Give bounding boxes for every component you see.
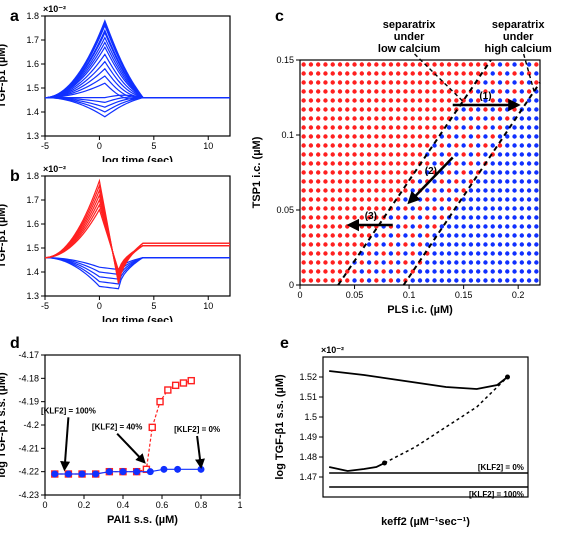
svg-text:×10⁻²: ×10⁻²	[321, 345, 344, 355]
plot-c: 00.050.10.150.200.050.10.15PLS i.c. (µM)…	[245, 8, 555, 323]
svg-text:-4.22: -4.22	[18, 467, 39, 477]
svg-text:0.1: 0.1	[403, 290, 416, 300]
svg-text:0.1: 0.1	[281, 130, 294, 140]
svg-text:0: 0	[297, 290, 302, 300]
plot-d: 0 0.2 0.4 0.6 0.8 1 -4.23 -4.22 -4.21 -4.2 -4.19 -4…	[0, 345, 255, 527]
svg-text:log time (sec): log time (sec)	[102, 315, 173, 322]
svg-text:TSP1 i.c. (µM): TSP1 i.c. (µM)	[251, 136, 263, 208]
svg-text:under: under	[503, 31, 534, 43]
svg-text:1.8: 1.8	[26, 171, 39, 181]
svg-text:0: 0	[97, 141, 102, 151]
svg-text:0.15: 0.15	[455, 290, 473, 300]
svg-text:10: 10	[203, 141, 213, 151]
svg-text:0.6: 0.6	[156, 500, 169, 510]
svg-text:log TGF-β1 s.s. (µM): log TGF-β1 s.s. (µM)	[0, 372, 8, 478]
svg-text:0.2: 0.2	[512, 290, 525, 300]
svg-text:1.7: 1.7	[26, 35, 39, 45]
svg-text:1.5: 1.5	[304, 412, 317, 422]
svg-text:0.05: 0.05	[346, 290, 364, 300]
svg-text:1.5: 1.5	[26, 83, 39, 93]
svg-text:-4.19: -4.19	[18, 397, 39, 407]
svg-text:0.05: 0.05	[276, 205, 294, 215]
svg-text:log TGF-β1 s.s. (µM): log TGF-β1 s.s. (µM)	[274, 374, 286, 480]
svg-text:[KLF2] = 0%: [KLF2] = 0%	[478, 463, 524, 472]
svg-text:-5: -5	[41, 301, 49, 311]
svg-text:0: 0	[97, 301, 102, 311]
svg-text:0: 0	[42, 500, 47, 510]
svg-text:5: 5	[151, 301, 156, 311]
svg-text:under: under	[394, 31, 425, 43]
svg-text:PAI1 s.s. (µM): PAI1 s.s. (µM)	[107, 514, 178, 526]
svg-text:1.47: 1.47	[299, 472, 317, 482]
svg-text:[KLF2] = 40%: [KLF2] = 40%	[92, 423, 142, 432]
svg-text:-5: -5	[41, 141, 49, 151]
svg-text:1.52: 1.52	[299, 372, 317, 382]
svg-text:log time (sec): log time (sec)	[102, 155, 173, 162]
svg-text:1.7: 1.7	[26, 195, 39, 205]
svg-text:1.48: 1.48	[299, 452, 317, 462]
plot-e: 1.47 1.48 1.49 1.5 1.51 1.52 keff2 (µM⁻¹sec⁻¹)…	[265, 345, 545, 527]
svg-text:PLS i.c. (µM): PLS i.c. (µM)	[387, 304, 453, 316]
svg-text:1.6: 1.6	[26, 219, 39, 229]
svg-text:×10⁻²: ×10⁻²	[43, 164, 66, 174]
svg-text:0.4: 0.4	[117, 500, 130, 510]
plot-b: -5 0 5 10 1.3 1.4 1.5 1.6 1.7 1.8 log time (sec) TG…	[0, 162, 240, 322]
figure-root: a -505101.31.41.51.61.71.8log time (sec)…	[0, 0, 567, 536]
svg-text:1.4: 1.4	[26, 267, 39, 277]
svg-text:keff2 (µM⁻¹sec⁻¹): keff2 (µM⁻¹sec⁻¹)	[381, 516, 470, 527]
svg-text:TGF-β1 (µM): TGF-β1 (µM)	[0, 43, 8, 108]
svg-text:separatrix: separatrix	[492, 19, 545, 31]
svg-text:5: 5	[151, 141, 156, 151]
svg-text:0: 0	[289, 280, 294, 290]
svg-text:×10⁻²: ×10⁻²	[43, 4, 66, 14]
svg-text:low calcium: low calcium	[378, 43, 441, 55]
svg-text:-4.21: -4.21	[18, 443, 39, 453]
svg-text:TGF-β1 (µM): TGF-β1 (µM)	[0, 203, 8, 268]
svg-text:[KLF2] = 100%: [KLF2] = 100%	[41, 406, 96, 415]
svg-text:[KLF2] = 0%: [KLF2] = 0%	[174, 425, 220, 434]
svg-text:0.15: 0.15	[276, 55, 294, 65]
svg-text:1: 1	[237, 500, 242, 510]
svg-text:separatrix: separatrix	[383, 19, 436, 31]
svg-text:1.3: 1.3	[26, 131, 39, 141]
svg-text:-4.18: -4.18	[18, 373, 39, 383]
svg-text:[KLF2] = 100%: [KLF2] = 100%	[469, 490, 524, 499]
svg-text:1.8: 1.8	[26, 11, 39, 21]
svg-text:1.49: 1.49	[299, 432, 317, 442]
svg-text:(2): (2)	[425, 166, 437, 177]
svg-text:0.2: 0.2	[78, 500, 91, 510]
svg-text:0.8: 0.8	[195, 500, 208, 510]
svg-text:1.6: 1.6	[26, 59, 39, 69]
svg-text:-4.17: -4.17	[18, 350, 39, 360]
svg-text:(1): (1)	[479, 91, 491, 102]
svg-text:-4.23: -4.23	[18, 490, 39, 500]
svg-text:1.5: 1.5	[26, 243, 39, 253]
svg-text:1.3: 1.3	[26, 291, 39, 301]
svg-text:high calcium: high calcium	[485, 43, 552, 55]
plot-a: -5 0 5 10 1.3 1.4 1.5 1.6 1.7 1.8 log time (sec) TG…	[0, 2, 240, 162]
svg-text:-4.2: -4.2	[23, 420, 39, 430]
svg-text:1.51: 1.51	[299, 392, 317, 402]
svg-text:(3): (3)	[365, 211, 377, 222]
svg-text:10: 10	[203, 301, 213, 311]
svg-text:1.4: 1.4	[26, 107, 39, 117]
